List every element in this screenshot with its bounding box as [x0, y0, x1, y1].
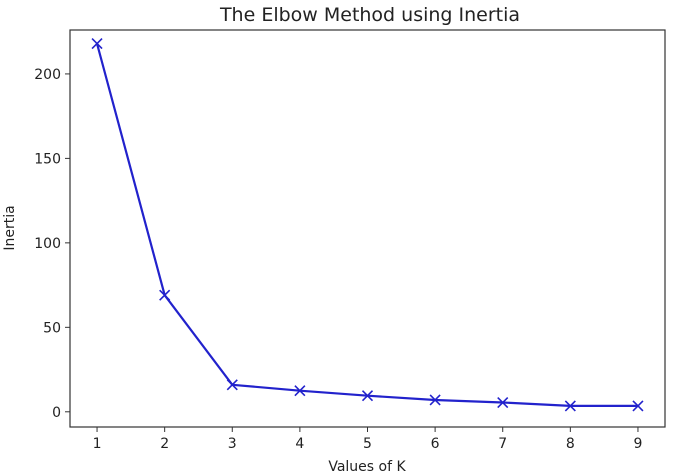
data-point-marker — [429, 394, 441, 406]
x-tick-label: 9 — [633, 436, 642, 452]
x-tick-label: 5 — [363, 436, 372, 452]
x-axis-label: Values of K — [328, 459, 406, 475]
chart-title: The Elbow Method using Inertia — [219, 4, 520, 26]
plot-frame — [69, 29, 666, 428]
x-tick-label: 4 — [295, 436, 304, 452]
data-point-marker — [564, 400, 576, 412]
x-tick-label: 2 — [160, 436, 169, 452]
x-tick-label: 3 — [228, 436, 237, 452]
x-tick-label: 8 — [566, 436, 575, 452]
data-point-marker — [159, 289, 171, 301]
data-point-marker — [632, 400, 644, 412]
data-point-marker — [361, 390, 374, 402]
y-tick-label: 150 — [34, 151, 61, 167]
x-axis: 1 2 3 4 5 6 7 8 9 — [93, 427, 642, 452]
x-tick-label: 1 — [93, 436, 102, 452]
data-point-marker — [497, 396, 509, 409]
data-point-marker — [294, 385, 306, 397]
y-tick-label: 200 — [34, 67, 61, 83]
series-line — [95, 42, 640, 407]
y-tick-label: 50 — [43, 320, 61, 336]
x-tick-label: 7 — [498, 436, 507, 452]
y-axis-label: Inertia — [2, 205, 18, 250]
y-axis: 0 50 100 150 200 — [34, 67, 70, 421]
data-point-marker — [226, 379, 238, 391]
x-tick-label: 6 — [431, 436, 440, 452]
y-tick-label: 100 — [34, 236, 61, 252]
series-layer — [91, 37, 644, 412]
y-tick-label: 0 — [52, 405, 61, 421]
data-point-marker — [91, 37, 103, 50]
